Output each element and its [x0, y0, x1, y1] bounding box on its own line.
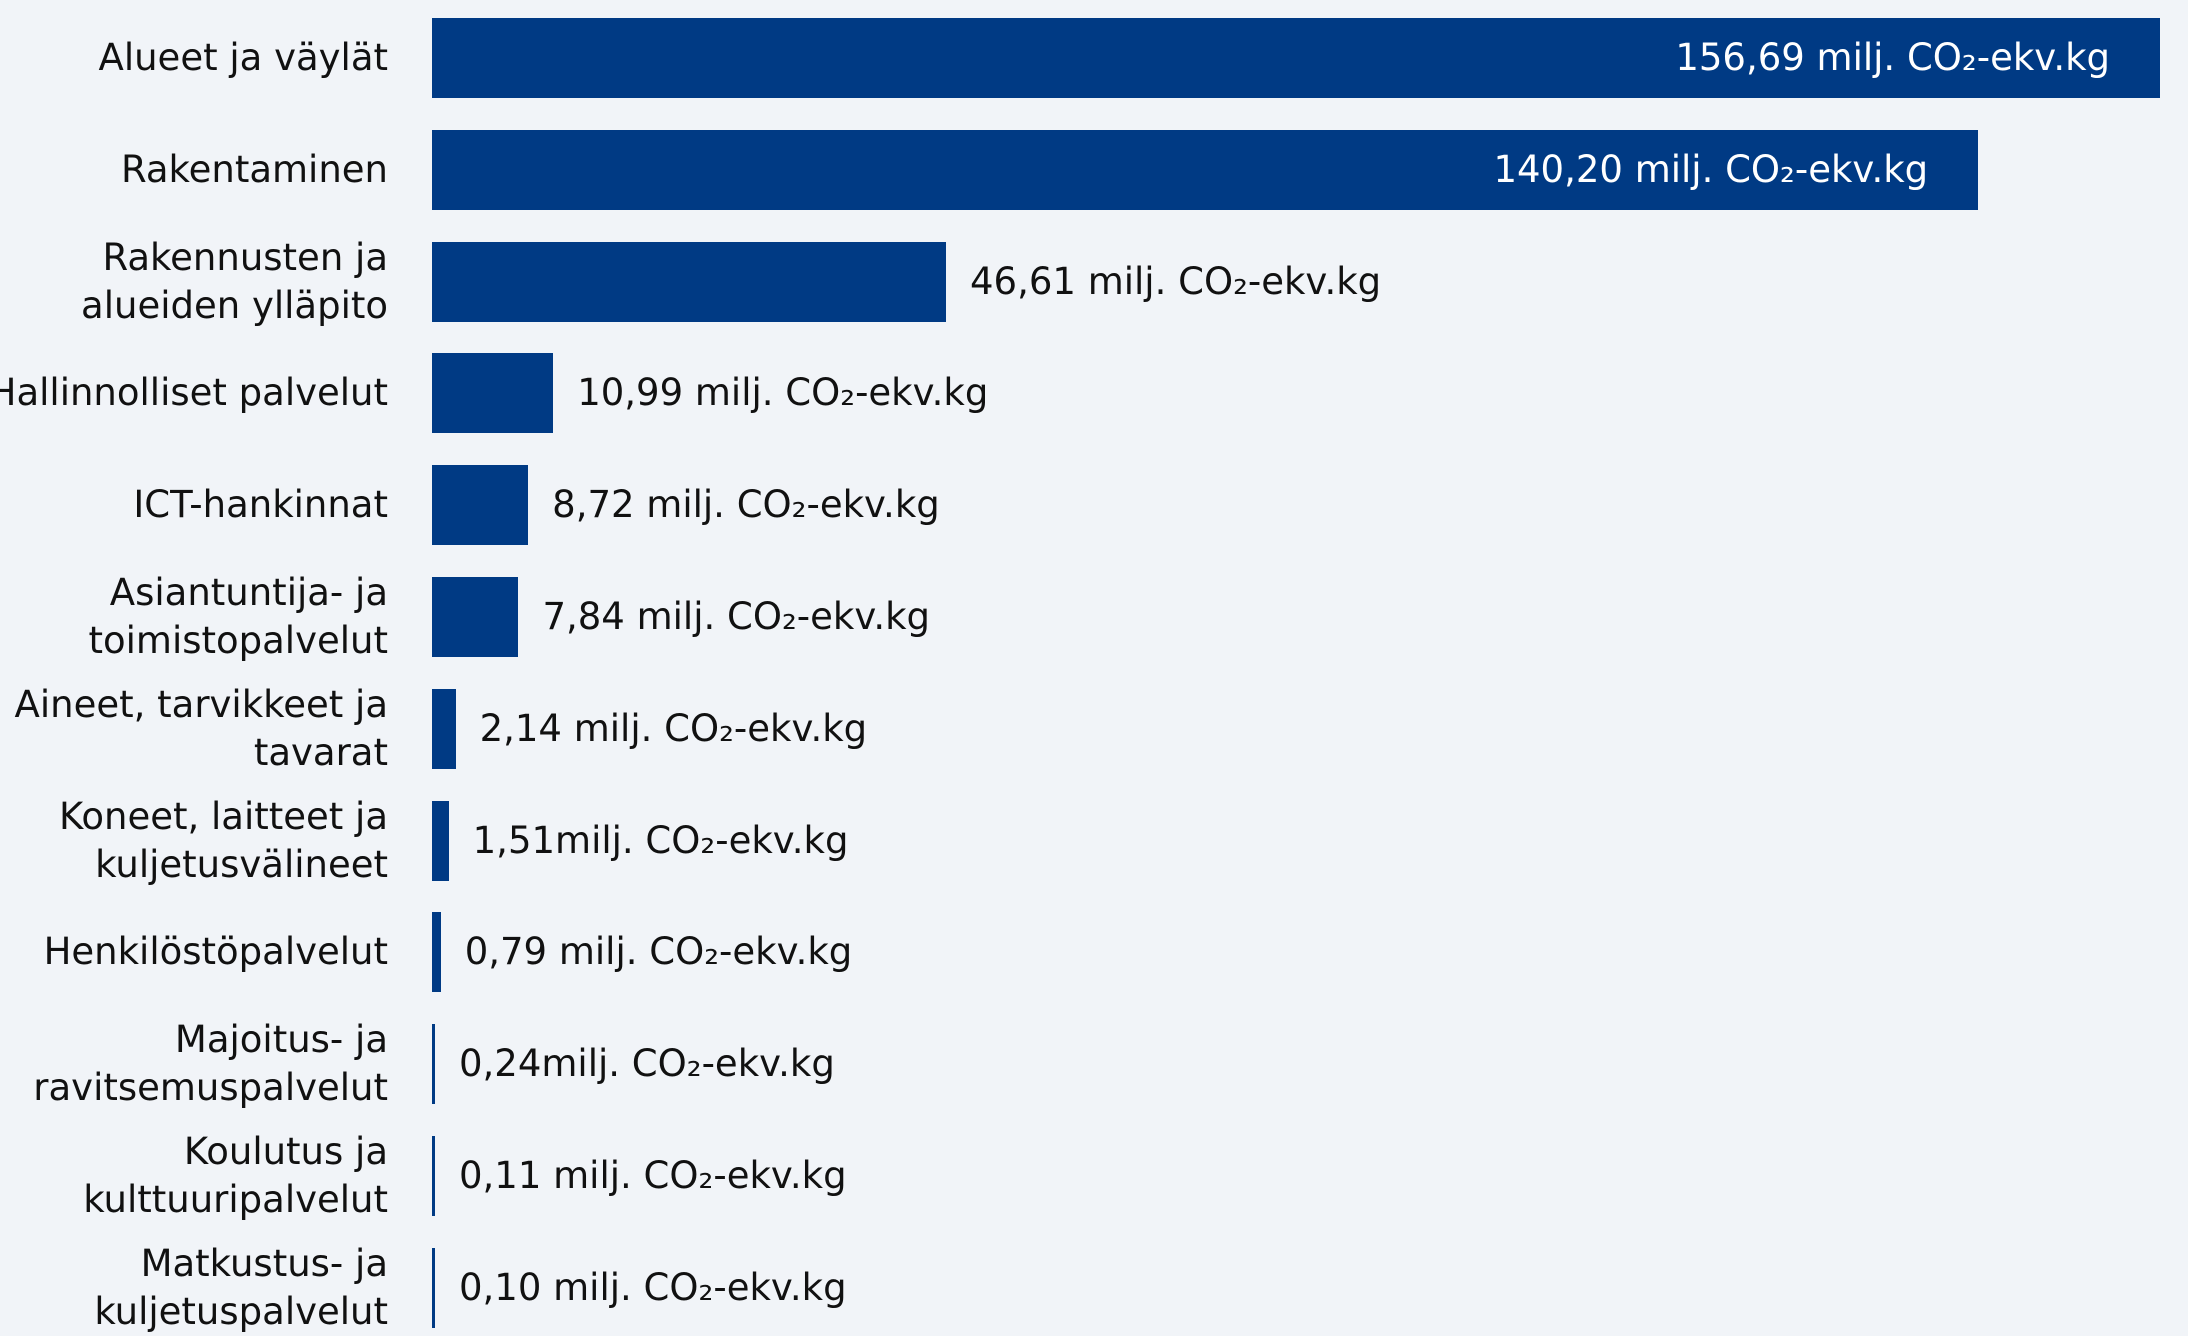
- bar: [432, 465, 529, 546]
- bar: [432, 353, 554, 434]
- bar: [432, 129, 1979, 210]
- value-label: 8,72 milj. CO₂-ekv.kg: [552, 483, 940, 527]
- bar: [432, 1136, 435, 1216]
- value-label: 10,99 milj. CO₂-ekv.kg: [577, 371, 989, 415]
- bar: [432, 1024, 435, 1105]
- bar: [432, 241, 947, 322]
- category-label: Koulutus ja kulttuuripalvelut: [83, 1130, 388, 1221]
- value-label: 0,10 milj. CO₂-ekv.kg: [459, 1265, 847, 1309]
- category-label: Aineet, tarvikkeet ja tavarat: [14, 682, 388, 774]
- category-label: Hallinnolliset palvelut: [0, 371, 388, 415]
- value-label: 2,14 milj. CO₂-ekv.kg: [479, 706, 868, 750]
- category-label: Koneet, laitteet ja kuljetusvälineet: [58, 794, 388, 886]
- value-label: 7,84 milj. CO₂-ekv.kg: [542, 595, 931, 638]
- value-label: 46,61 milj. CO₂-ekv.kg: [970, 259, 1382, 303]
- value-label: 0,79 milj. CO₂-ekv.kg: [464, 930, 853, 974]
- value-label: 0,24milj. CO₂-ekv.kg: [459, 1042, 835, 1086]
- value-label: 0,11 milj. CO₂-ekv.kg: [459, 1154, 847, 1197]
- bar: [432, 1247, 435, 1328]
- bar: [432, 577, 519, 657]
- bar: [432, 688, 456, 769]
- category-label: Matkustus- ja kuljetuspalvelut: [94, 1241, 388, 1333]
- category-label: Majoitus- ja ravitsemuspalvelut: [33, 1018, 388, 1110]
- bar: [432, 18, 2160, 98]
- bar: [432, 800, 449, 881]
- category-label: Henkilöstöpalvelut: [43, 930, 388, 974]
- bar: [432, 912, 441, 993]
- category-label: Asiantuntija- ja toimistopalvelut: [88, 571, 388, 662]
- category-label: Rakentaminen: [120, 147, 388, 191]
- value-label: 140,20 milj. CO₂-ekv.kg: [1493, 147, 1929, 191]
- category-label: Alueet ja väylät: [98, 36, 388, 79]
- category-label: ICT-hankinnat: [133, 483, 388, 527]
- value-label: 1,51milj. CO₂-ekv.kg: [472, 818, 849, 862]
- category-label: Rakennusten ja alueiden ylläpito: [81, 235, 388, 327]
- value-label: 156,69 milj. CO₂-ekv.kg: [1675, 36, 2110, 79]
